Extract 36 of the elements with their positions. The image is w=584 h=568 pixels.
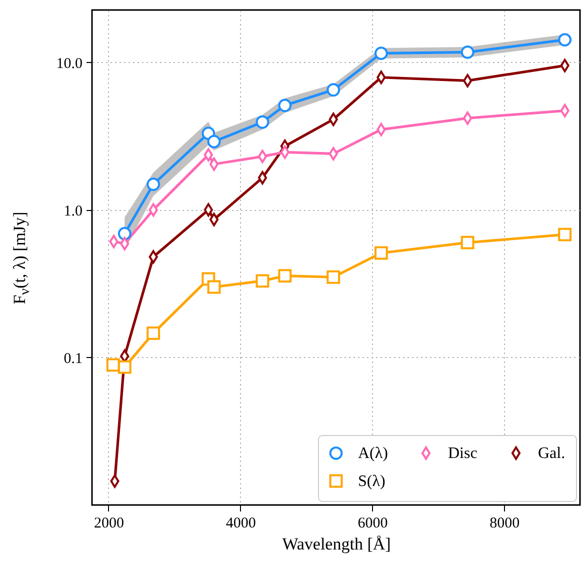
point [207,280,221,294]
point [374,246,388,260]
legend-label: S(λ) [358,473,386,490]
point [326,270,340,284]
y-tick-label: 1.0 [64,203,82,220]
point [146,326,160,340]
x-tick-label: 4000 [226,516,256,532]
point [258,171,268,184]
point [374,46,388,60]
point [256,274,270,288]
point [118,226,132,240]
point [209,157,219,171]
point [118,360,132,374]
point [558,33,572,46]
point [278,269,292,283]
x-tick-label: 8000 [490,516,520,532]
point [256,115,270,129]
point [146,178,160,191]
point [326,83,340,97]
legend-label: Disc [448,445,478,462]
point [460,236,474,250]
y-tick-label: 10.0 [56,56,82,72]
point [209,212,219,226]
x-tick-label: 6000 [358,516,388,532]
x-axis-title: Wavelength [Å] [282,534,391,554]
point [278,98,292,112]
point [207,134,221,148]
legend-label: Gal. [538,445,566,462]
legend-label: A(λ) [358,445,388,462]
point [106,358,120,372]
x-tick-label: 2000 [94,516,124,532]
point [258,150,268,164]
point [558,228,572,242]
point [328,147,338,160]
y-tick-label: 0.1 [64,350,82,367]
point [460,46,474,59]
